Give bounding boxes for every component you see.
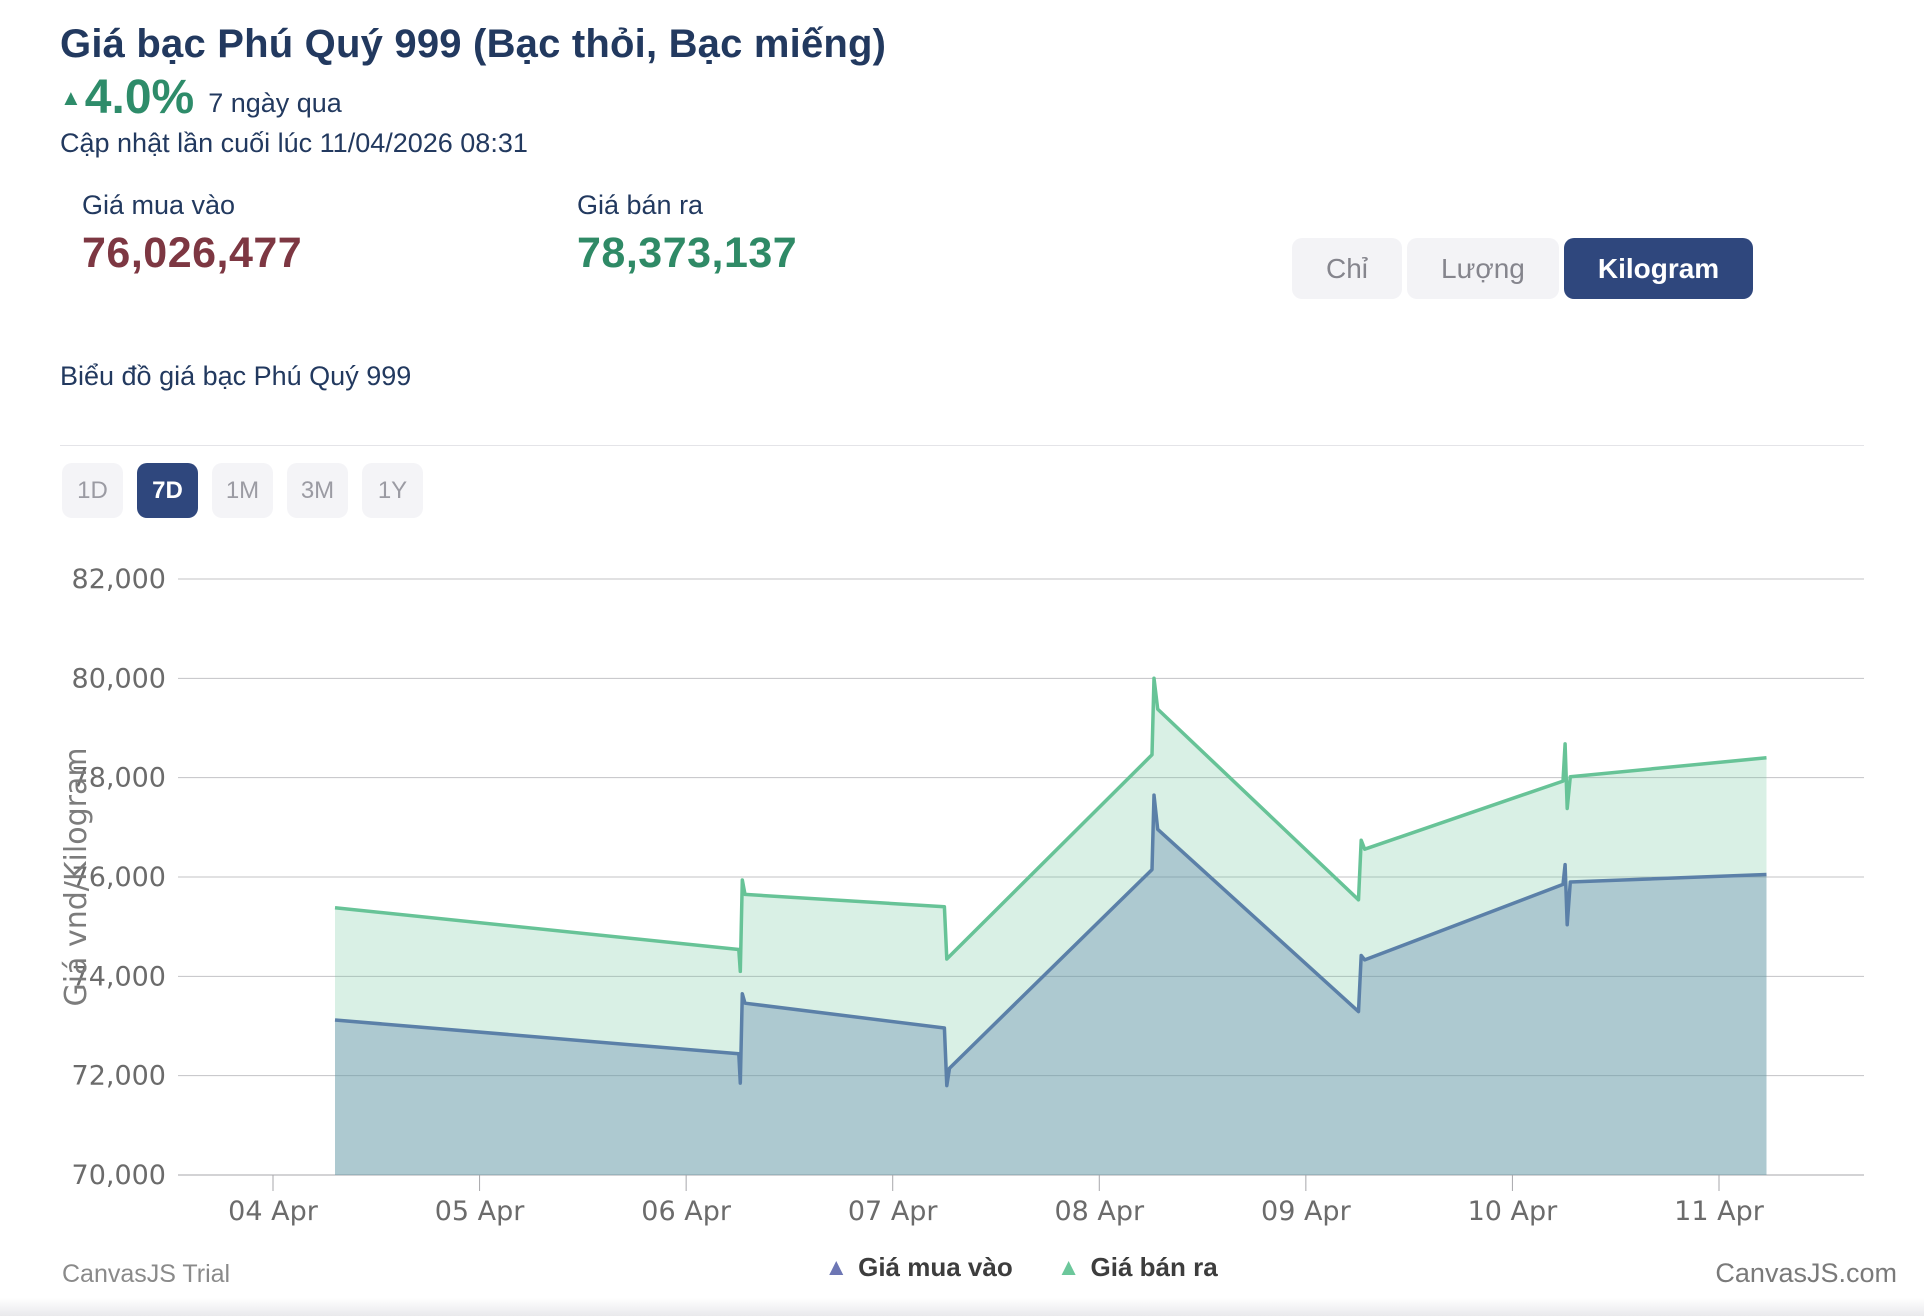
change-period: 7 ngày qua xyxy=(208,87,342,118)
svg-text:05 Apr: 05 Apr xyxy=(435,1196,526,1227)
sell-price-value: 78,373,137 xyxy=(577,229,798,277)
range-button-7d[interactable]: 7D xyxy=(137,463,198,518)
section-divider xyxy=(60,445,1864,446)
svg-text:10 Apr: 10 Apr xyxy=(1468,1196,1559,1227)
price-chart-svg: 70,000 72,000 74,000 76,000 78,000 80,000 82,0… xyxy=(60,564,1864,1227)
legend-label-buy: Giá mua vào xyxy=(858,1252,1013,1282)
y-axis-labels: 70,000 72,000 74,000 76,000 78,000 80,000 82,0… xyxy=(72,564,166,1191)
legend-item-sell[interactable]: ▲ Giá bán ra xyxy=(1057,1252,1218,1283)
arrow-up-icon: ▲ xyxy=(60,85,82,110)
y-axis-title: Giá vnd/Kilogram xyxy=(60,747,94,1006)
svg-text:04 Apr: 04 Apr xyxy=(228,1196,319,1227)
svg-text:82,000: 82,000 xyxy=(72,564,166,595)
chart-subtitle: Biểu đồ giá bạc Phú Quý 999 xyxy=(60,361,412,391)
svg-text:09 Apr: 09 Apr xyxy=(1261,1196,1352,1227)
triangle-marker-icon: ▲ xyxy=(824,1253,849,1281)
bottom-section-fade xyxy=(0,1298,1924,1316)
buy-price-value: 76,026,477 xyxy=(82,229,303,277)
legend-label-sell: Giá bán ra xyxy=(1090,1252,1218,1282)
triangle-marker-icon: ▲ xyxy=(1056,1253,1081,1281)
sell-price-block: Giá bán ra 78,373,137 xyxy=(577,190,797,278)
unit-toggle-kilogram[interactable]: Kilogram xyxy=(1563,238,1754,299)
series-line-buy xyxy=(334,793,1767,1088)
unit-toggle-chi[interactable]: Chỉ xyxy=(1292,238,1403,299)
y-gridlines xyxy=(178,578,1864,1176)
svg-text:70,000: 70,000 xyxy=(72,1160,166,1191)
series-area-buy xyxy=(335,795,1767,1175)
range-button-1y[interactable]: 1Y xyxy=(362,463,423,518)
sell-price-label: Giá bán ra xyxy=(577,190,704,220)
svg-text:80,000: 80,000 xyxy=(72,663,166,694)
svg-text:06 Apr: 06 Apr xyxy=(641,1196,732,1227)
svg-text:78,000: 78,000 xyxy=(72,763,166,794)
svg-text:07 Apr: 07 Apr xyxy=(848,1196,939,1227)
buy-price-block: Giá mua vào 76,026,477 xyxy=(82,190,302,278)
page-title: Giá bạc Phú Quý 999 (Bạc thỏi, Bạc miếng… xyxy=(60,22,887,66)
change-percent-value: 4.0% xyxy=(84,71,195,124)
range-button-3m[interactable]: 3M xyxy=(287,463,348,518)
canvasjs-trial-watermark: CanvasJS Trial xyxy=(62,1260,231,1288)
svg-text:11 Apr: 11 Apr xyxy=(1674,1196,1765,1227)
canvasjs-link[interactable]: CanvasJS.com xyxy=(1715,1258,1897,1288)
range-selector: 1D 7D 1M 3M 1Y xyxy=(62,463,423,518)
svg-text:76,000: 76,000 xyxy=(72,862,166,893)
svg-text:74,000: 74,000 xyxy=(72,961,166,992)
legend-item-buy[interactable]: ▲ Giá mua vào xyxy=(824,1252,1012,1283)
unit-toggle-group: Chỉ Lượng Kilogram xyxy=(1292,238,1754,299)
range-button-1d[interactable]: 1D xyxy=(62,463,123,518)
svg-text:08 Apr: 08 Apr xyxy=(1054,1196,1145,1227)
unit-toggle-luong[interactable]: Lượng xyxy=(1407,238,1559,299)
range-button-1m[interactable]: 1M xyxy=(212,463,273,518)
x-axis-labels: 04 Apr 05 Apr 06 Apr 07 Apr 08 Apr 09 Apr 10 A… xyxy=(228,1175,1765,1227)
buy-price-label: Giá mua vào xyxy=(82,190,236,220)
svg-text:72,000: 72,000 xyxy=(72,1061,166,1092)
price-change-badge: ▲ 4.0% 7 ngày qua xyxy=(60,74,342,122)
last-updated: Cập nhật lần cuối lúc 11/04/2026 08:31 xyxy=(60,128,528,158)
change-percent: ▲ 4.0% xyxy=(60,74,194,122)
series-line-sell xyxy=(334,676,1767,974)
chart-legend: ▲ Giá mua vào ▲ Giá bán ra xyxy=(178,1252,1864,1283)
